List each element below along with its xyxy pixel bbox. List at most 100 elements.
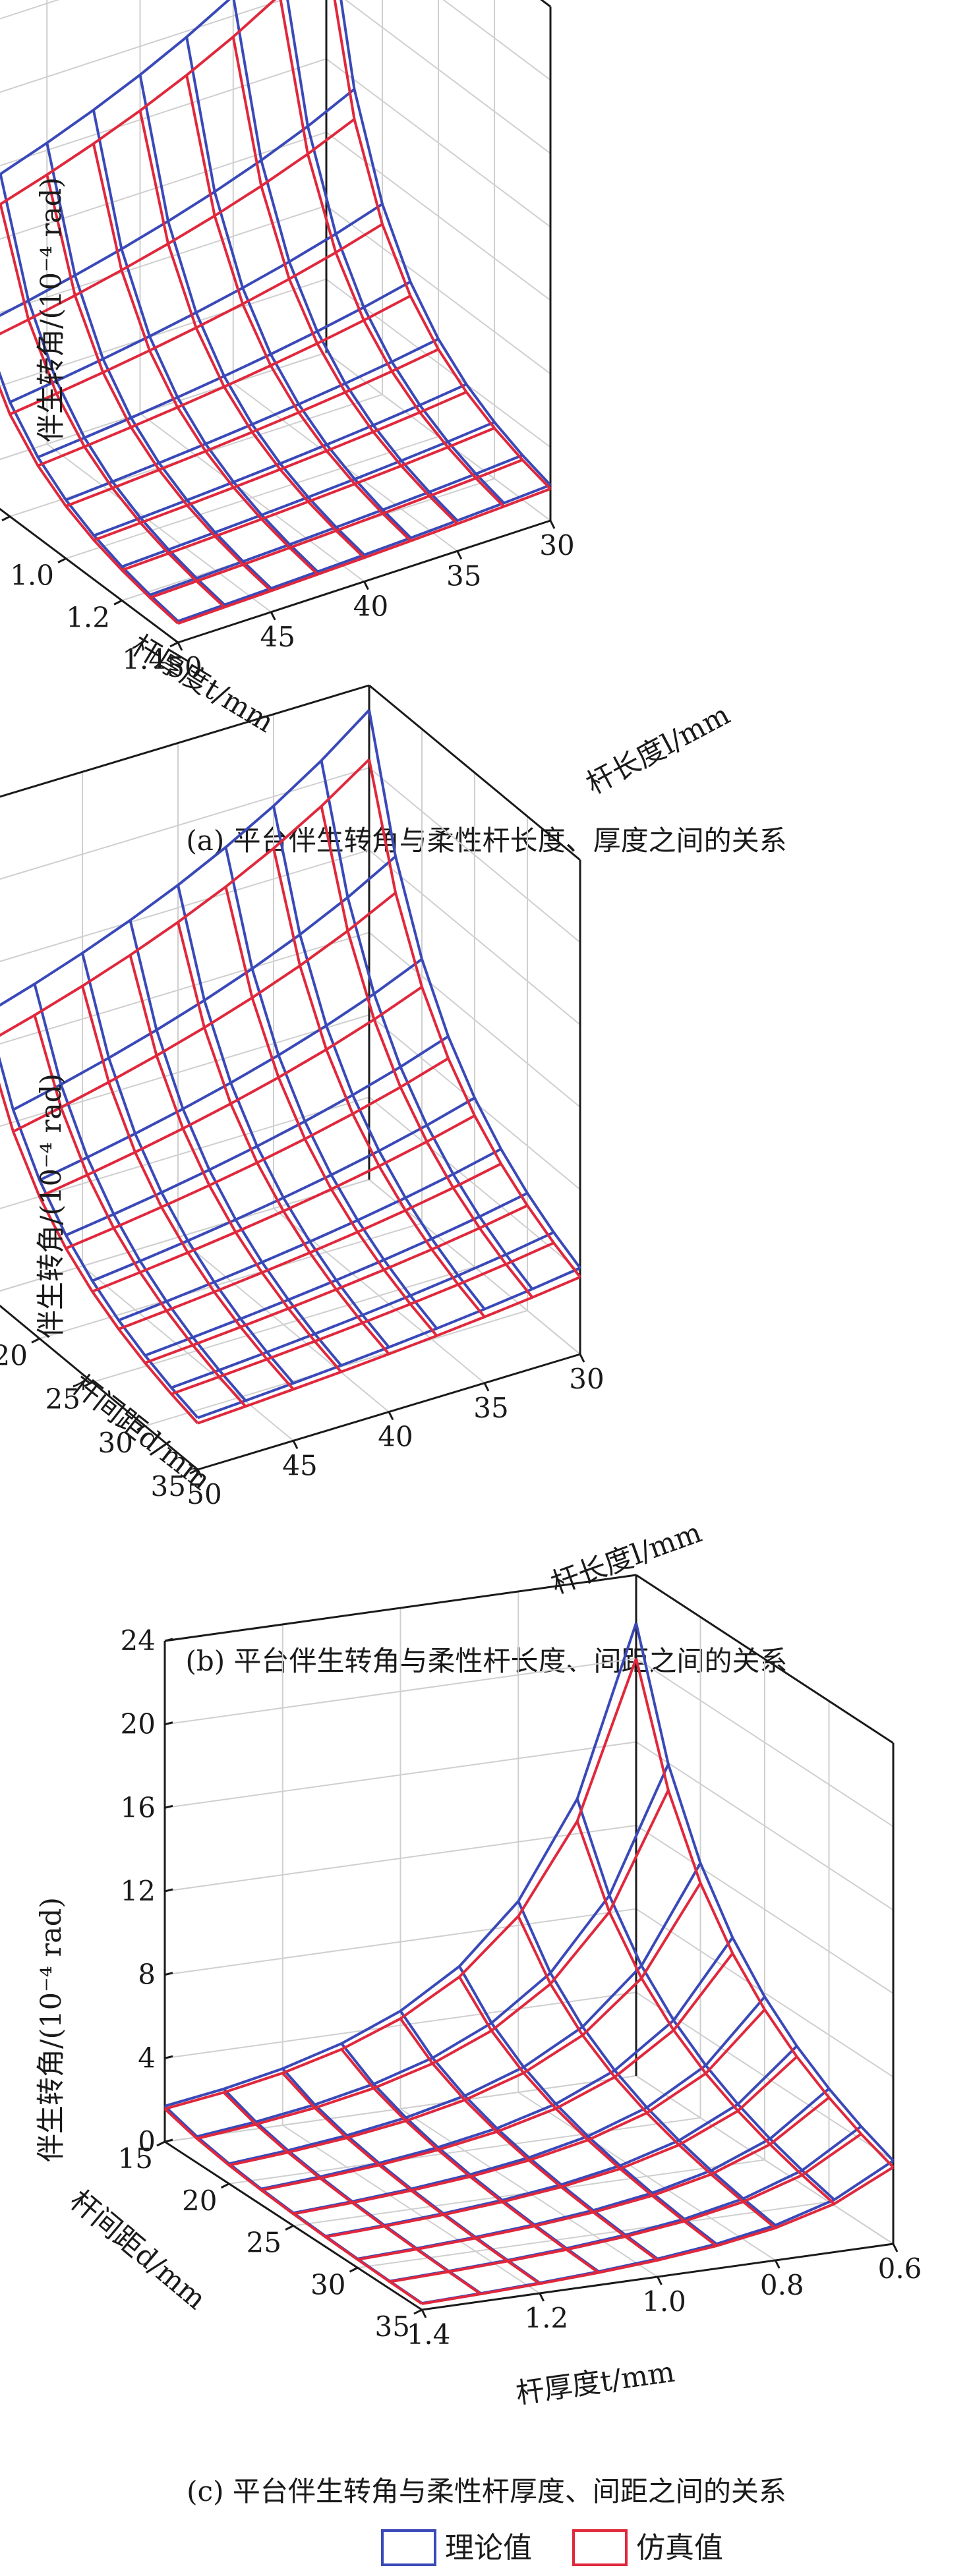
panel-a-surfaces (0, 0, 552, 625)
panel-a-series-theory (0, 0, 552, 623)
panel-c-u-tick-label: 0.6 (878, 2252, 922, 2285)
panel-a-v-tick-label: 1.4 (122, 643, 166, 675)
panel-a-wire-v (185, 36, 412, 539)
panel-b-wire-v (177, 921, 390, 1355)
panel-a-wire-v (92, 109, 319, 573)
panel-a-u-tick-label: 50 (167, 651, 202, 683)
panel-b-v-tick-label: 35 (151, 1470, 186, 1503)
legend-swatch-theory (381, 2529, 436, 2566)
panel-a-u-tick (270, 612, 276, 621)
panel-c-z-tick-label: 20 (121, 1708, 156, 1740)
panel-c-z-tick (164, 2138, 173, 2143)
panel-c-z-tick (164, 1638, 173, 1642)
panel-c-z-tick (164, 1888, 173, 1893)
panel-b-u-tick-label: 45 (282, 1449, 317, 1481)
panel-c-z-tick (164, 1721, 173, 1726)
panel-c-wire-v (458, 1976, 718, 2247)
panel-b-wire-v (224, 886, 438, 1337)
panel-b-wire-v (129, 954, 343, 1373)
panel-a-wire-v (286, 0, 505, 504)
panel-b-u-tick (388, 1411, 394, 1421)
panel-b-surfaces (0, 709, 581, 1425)
panel-b-v-tick-label: 20 (0, 1339, 28, 1371)
panel-c-wire-u (260, 1952, 734, 2192)
panel-b-u-tick-label: 35 (473, 1392, 508, 1424)
panel-b-wire-v (129, 919, 343, 1367)
panel-c-u-tick-label: 1.0 (642, 2285, 686, 2318)
panel-a-v-tick (113, 599, 123, 606)
panel-b-wire-v (33, 1014, 247, 1408)
panel-b-z-axis-label: 伴生转角/(10⁻⁴ rad) (35, 1073, 68, 1338)
panel-c-v-tick (413, 2308, 423, 2315)
panel-b-spacing-axis-label: 杆间距d/mm (65, 1369, 217, 1497)
panel-b-wire-u (65, 1057, 450, 1250)
panel-b-u-tick-label: 50 (187, 1478, 221, 1510)
panel-b-v-tick (84, 1381, 93, 1387)
panel-a-thickness-axis-label: 杆厚度t/mm (125, 629, 279, 739)
panel-c-wire-v (399, 2010, 659, 2260)
panel-b-caption: (b) 平台伴生转角与柔性杆长度、间距之间的关系 (185, 1645, 787, 1677)
legend-label-simulation: 仿真值 (636, 2531, 723, 2565)
panel-c-z-axis-label: 伴生转角/(10⁻⁴ rad) (35, 1897, 68, 2162)
panel-c-wire-v (340, 2048, 600, 2274)
panel-c-z-gridline (164, 1824, 894, 1994)
panel-c-v-tick-label: 30 (310, 2268, 345, 2301)
panel-b-v-tick-label: 25 (45, 1383, 80, 1416)
panel-b-wire-u (13, 855, 397, 1111)
panel-c-wire-v (163, 2107, 423, 2305)
panel-b-v-tick (189, 1468, 198, 1475)
panel-a-wire-v (231, 36, 459, 525)
panel-b-u-tick-label: 30 (569, 1363, 604, 1395)
panel-b-length-axis-label: 杆长度l/mm (546, 1516, 705, 1601)
panel-c-z-gridline (164, 1657, 894, 1827)
panel-b-v-tick-label: 30 (98, 1427, 133, 1459)
panel-a-z-gridline (0, 0, 551, 154)
panel-a-wire-v (45, 174, 272, 592)
panel-c-v-tick-label: 15 (118, 2142, 153, 2175)
panel-c-wire-v (575, 1798, 835, 2201)
panel-a: 0246810121430354045500.60.81.01.21.4 伴生转… (0, 0, 787, 857)
panel-a-wire-v (232, 0, 459, 522)
panel-b-axes: 02468101230354045501520253035 (0, 684, 604, 1510)
panel-c-wire-u (293, 2009, 766, 2216)
panel-a-v-tick (1, 515, 11, 522)
panel-b-u-tick (579, 1354, 585, 1363)
panel-a-axes: 0246810121430354045500.60.81.01.21.4 (0, 0, 575, 683)
panel-b-v-gridline (39, 729, 423, 1340)
legend: 理论值 仿真值 (381, 2529, 723, 2566)
panel-c-v-tick (220, 2183, 230, 2189)
panel-c-wire-v (281, 2072, 541, 2285)
panel-c-z-tick-label: 16 (121, 1791, 156, 1823)
panel-a-wire-v (45, 142, 272, 590)
panel-b-wire-v (177, 884, 390, 1348)
panel-b-series-simulation (0, 758, 581, 1425)
panel-c-wire-u (229, 1862, 702, 2165)
panel-a-wire-u (37, 280, 411, 459)
panel-a-wire-v (0, 370, 179, 623)
legend-label-theory: 理论值 (445, 2531, 532, 2565)
panel-a-wire-v (185, 74, 412, 542)
panel-b-box-edge (0, 684, 370, 798)
panel-c-u-tick (539, 2293, 545, 2302)
panel-c-z-tick (164, 1972, 173, 1976)
panel-c-v-tick-label: 35 (375, 2310, 410, 2343)
panel-b-wire-u (0, 709, 370, 1007)
panel-a-wire-v (0, 173, 226, 606)
panel-c-u-tick-label: 1.2 (524, 2302, 568, 2334)
panel-a-wire-v (339, 0, 552, 486)
panel-b-v-tick (136, 1425, 146, 1431)
panel-b-u-tick (196, 1469, 203, 1478)
panel-c-thickness-axis-label: 杆厚度t/mm (514, 2356, 677, 2411)
panel-c-v-tick (349, 2266, 359, 2273)
panel-b-wire-v (368, 710, 581, 1269)
panel-b-wire-v (320, 760, 534, 1290)
panel-a-z-gridline (0, 0, 551, 81)
panel-b-u-tick-label: 40 (378, 1421, 413, 1453)
panel-c-z-tick-label: 0 (138, 2125, 156, 2158)
panel-a-u-tick (363, 581, 369, 590)
panel-c-u-tick (657, 2276, 663, 2285)
panel-c-caption: (c) 平台伴生转角与柔性杆厚度、间距之间的关系 (187, 2475, 786, 2507)
panel-b-wire-v (0, 1056, 199, 1419)
panel-c-z-gridline (164, 1908, 894, 2078)
